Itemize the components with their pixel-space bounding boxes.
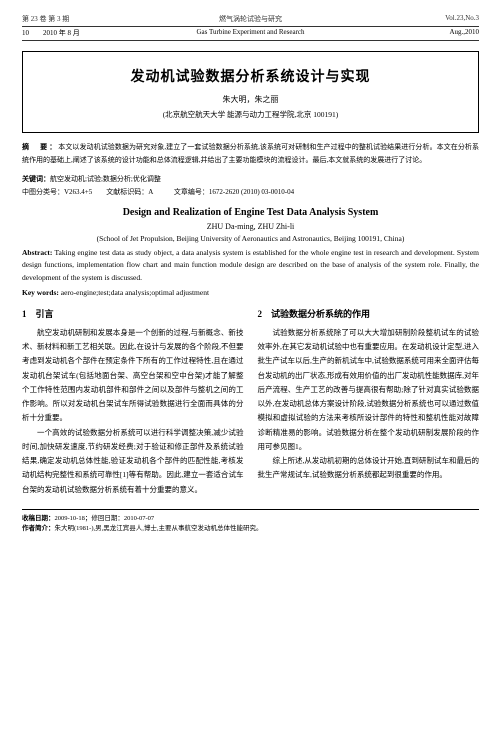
keywords-en: Key words: aero-engine;test;data analysi… [22,288,479,297]
col-right: 2 试验数据分析系统的作用 试验数据分析系统除了可以大大增加研制阶段整机试车的试… [258,307,480,497]
vol-cn: 第 23 卷 第 3 期 [22,14,122,24]
authors-en: ZHU Da-ming, ZHU Zhi-li [22,222,479,231]
affil-en: (School of Jet Propulsion, Beijing Unive… [22,234,479,243]
title-en: Design and Realization of Engine Test Da… [22,207,479,218]
sec1-p1: 航空发动机研制和发展本身是一个创新的过程,与新概念、新技术、新材料和新工艺相关联… [22,326,244,426]
classification: 中图分类号：V263.4+5 文献标识码：A 文章编号：1672-2620 (2… [22,187,479,197]
journal-en: Gas Turbine Experiment and Research [122,28,379,38]
sec1-heading: 1 引言 [22,307,244,320]
keywords-cn: 关键词：航空发动机;试验;数据分析;优化调整 [22,174,479,184]
two-columns: 1 引言 航空发动机研制和发展本身是一个创新的过程,与新概念、新技术、新材料和新… [22,307,479,497]
sec2-heading: 2 试验数据分析系统的作用 [258,307,480,320]
sec2-p1: 试验数据分析系统除了可以大大增加研制阶段整机试车的试验效率外,在其它发动机试验中… [258,326,480,454]
abstract-en: Abstract: Taking engine test data as stu… [22,247,479,285]
sec1-p2: 一个高效的试验数据分析系统可以进行科学调整决策,减少试验时间,加快研发速度,节约… [22,426,244,497]
footer: 收稿日期：2009-10-18；修回日期：2010-07-07 作者简介：朱大明… [22,509,479,535]
title-cn: 发动机试验数据分析系统设计与实现 [33,66,468,86]
date-cn: 2010 年 8 月 [43,29,80,37]
title-box: 发动机试验数据分析系统设计与实现 朱大明，朱之丽 (北京航空航天大学 能源与动力… [22,51,479,133]
sec2-p2: 综上所述,从发动机初期的总体设计开始,直到研制试车和最后的批生产常规试车,试验数… [258,454,480,483]
abstract-cn: 摘 要：本文以发动机试验数据为研究对象,建立了一套试验数据分析系统,该系统可对研… [22,141,479,168]
page-num: 10 [22,29,29,37]
header-row2: 10 2010 年 8 月 Gas Turbine Experiment and… [22,28,479,41]
affil-cn: (北京航空航天大学 能源与动力工程学院,北京 100191) [33,109,468,120]
col-left: 1 引言 航空发动机研制和发展本身是一个创新的过程,与新概念、新技术、新材料和新… [22,307,244,497]
header-row1: 第 23 卷 第 3 期 燃气涡轮试验与研究 Vol.23,No.3 [22,14,479,27]
journal-cn: 燃气涡轮试验与研究 [219,14,282,24]
vol-en: Vol.23,No.3 [379,14,479,24]
authors-cn: 朱大明，朱之丽 [33,94,468,105]
date-en: Aug.,2010 [379,28,479,38]
